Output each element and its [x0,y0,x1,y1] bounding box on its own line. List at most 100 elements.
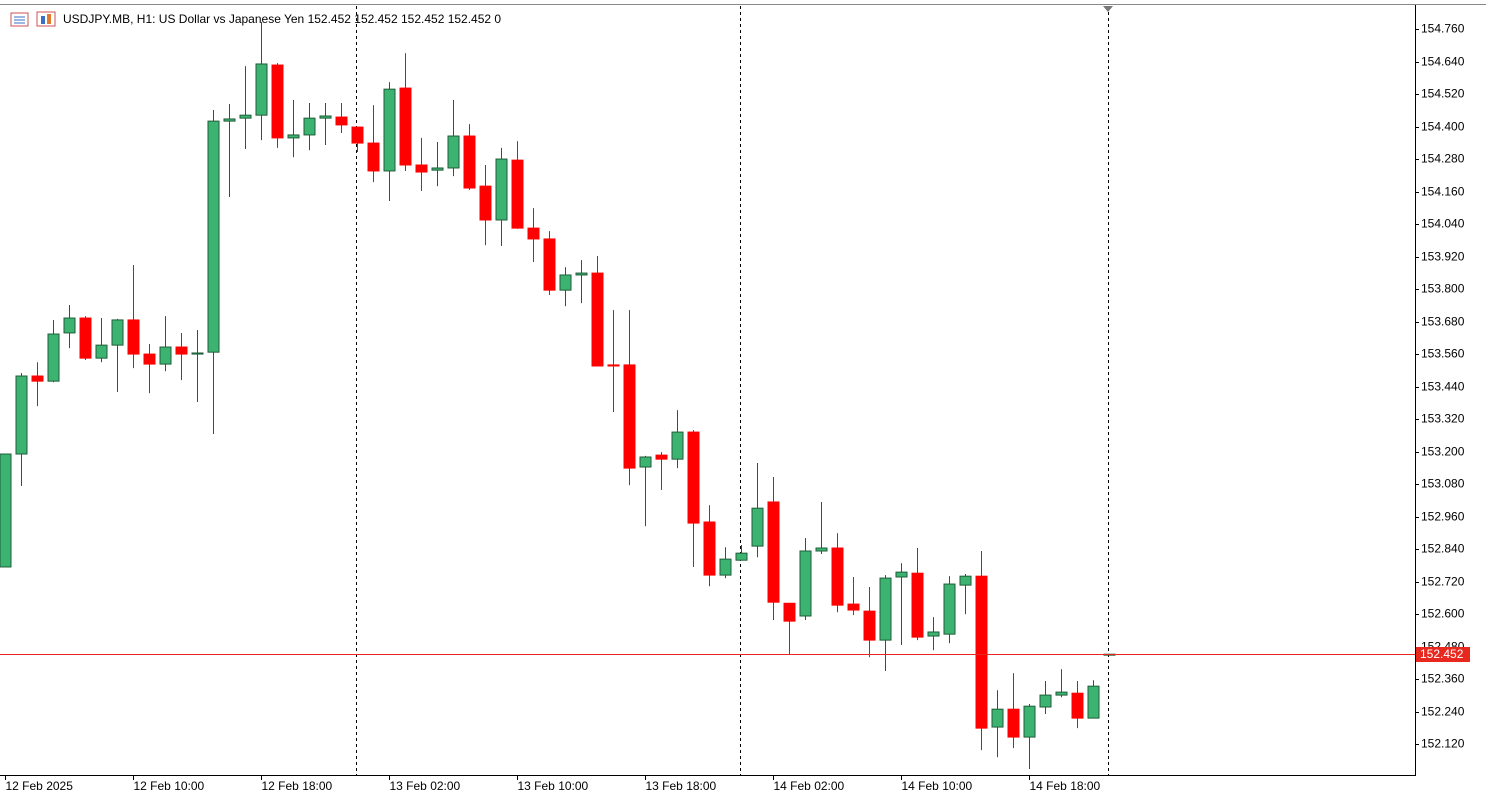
candle-body [143,353,156,365]
y-tick-label: 153.440 [1421,380,1465,394]
candle-body [47,333,60,382]
candle-body [207,120,220,353]
candle-body [399,87,412,166]
candle-body [479,185,492,221]
candle-body [623,364,636,469]
candle-body [767,501,780,603]
icon-bar [41,16,45,24]
candle-body [543,238,556,291]
x-tick-label: 14 Feb 10:00 [902,779,973,793]
y-tick-label: 154.640 [1421,55,1465,69]
candle-body [783,602,796,622]
y-tick-label: 154.280 [1421,152,1465,166]
candle-body [863,610,876,641]
candle-body [687,431,700,524]
y-tick-label: 152.360 [1421,672,1465,686]
candle-body [655,454,668,460]
x-tick-label: 12 Feb 18:00 [262,779,333,793]
candle-body [415,164,428,173]
candle-body [751,507,764,547]
x-tick-label: 14 Feb 02:00 [774,779,845,793]
y-tick-label: 153.200 [1421,445,1465,459]
candle-body [159,346,172,365]
candle-body [463,135,476,189]
candle-body [671,431,684,460]
candle-body [383,88,396,172]
candle-body [575,272,588,276]
candle-body [959,575,972,586]
candle-body [607,364,620,367]
candle-body [639,456,652,468]
candle-body [431,167,444,171]
y-tick-label: 153.800 [1421,282,1465,296]
x-tick-label: 13 Feb 10:00 [518,779,589,793]
x-tick-label: 13 Feb 02:00 [390,779,461,793]
candle-body [0,453,12,568]
candle-body [975,575,988,729]
candle-body [815,547,828,552]
candle-body [495,158,508,221]
candle-body [255,63,268,116]
candle-body [511,159,524,229]
y-tick-label: 152.720 [1421,575,1465,589]
y-tick-label: 153.920 [1421,250,1465,264]
candle-body [703,521,716,576]
candle-body [527,227,540,240]
y-tick-label: 152.960 [1421,510,1465,524]
x-tick-label: 12 Feb 2025 [6,779,74,793]
y-tick-label: 154.400 [1421,120,1465,134]
candle-body [127,319,140,355]
candle-body [191,352,204,355]
y-tick-label: 152.240 [1421,705,1465,719]
candle-body [367,142,380,172]
candle-body [15,375,28,455]
candle-body [63,317,76,334]
x-tick-label: 12 Feb 10:00 [134,779,205,793]
last-price-label: 152.452 [1420,647,1464,661]
candle-body [879,577,892,641]
candle-body [271,64,284,139]
y-tick-label: 154.760 [1421,22,1465,36]
y-tick-label: 153.680 [1421,315,1465,329]
candle-body [111,319,124,346]
last-price-tag [1416,647,1470,662]
icon [36,11,56,27]
candle-body [1087,685,1100,719]
x-tick-label: 13 Feb 18:00 [646,779,717,793]
y-tick-label: 154.520 [1421,87,1465,101]
candle-body [831,547,844,606]
candle-body [735,552,748,561]
candle-body [1039,694,1052,708]
candle-body [991,708,1004,728]
icon-bar [47,14,51,24]
candle-body [175,346,188,355]
candle-body [351,126,364,144]
y-tick-label: 152.600 [1421,607,1465,621]
candle-body [559,274,572,291]
candle-body [927,631,940,637]
y-tick-label: 154.040 [1421,217,1465,231]
candle-body [319,115,332,119]
candle-body [447,135,460,169]
symbol-icons [10,11,56,27]
candle-body [1023,705,1036,738]
candle-body [943,583,956,635]
candle-body [847,603,860,611]
candle-body [95,344,108,359]
y-tick-label: 152.120 [1421,737,1465,751]
candle-body [239,114,252,119]
candle-body [911,572,924,638]
chart-title: USDJPY.MB, H1: US Dollar vs Japanese Yen… [63,12,501,26]
candle-body [591,272,604,367]
x-tick-label: 14 Feb 18:00 [1030,779,1101,793]
candle-body [31,375,44,382]
candle-body [1055,691,1068,696]
candle-body [79,317,92,359]
candle-body [1071,692,1084,719]
candle-body [799,550,812,617]
shift-marker [1103,6,1113,12]
y-tick-label: 153.320 [1421,412,1465,426]
